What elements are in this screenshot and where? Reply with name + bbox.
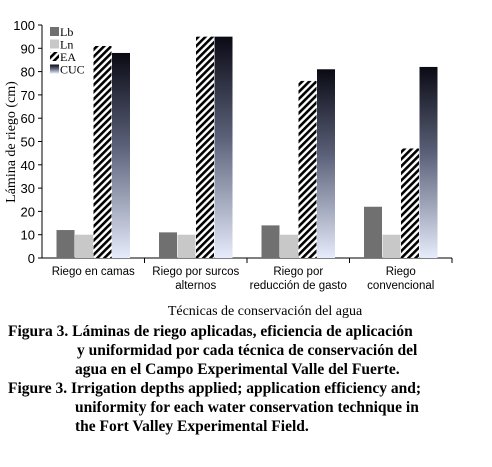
legend-swatch-lb — [50, 27, 59, 36]
figure-caption: Figura 3. Láminas de riego aplicadas, ef… — [8, 322, 488, 436]
y-tick-label: 100 — [13, 18, 35, 33]
x-axis-label: Técnicas de conservación del agua — [168, 304, 363, 319]
bar-lb — [56, 230, 75, 258]
x-tick-label: Riego en camas — [52, 266, 135, 278]
legend-label-lb: Lb — [60, 25, 73, 39]
caption-es-row1: Figura 3. Láminas de riego aplicadas, ef… — [8, 322, 488, 341]
chart-bars — [56, 36, 438, 259]
caption-en-line2: uniformity for each water conservation t… — [75, 399, 419, 416]
caption-en-line3: the Fort Valley Experimental Field. — [75, 418, 309, 435]
legend-label-ln: Ln — [60, 38, 73, 52]
legend-label-cuc: CUC — [60, 63, 85, 77]
y-tick-label: 80 — [21, 65, 35, 80]
bar-ea — [196, 36, 214, 259]
caption-es-line1: Láminas de riego aplicadas, eficiencia d… — [72, 323, 413, 340]
y-tick-label: 40 — [21, 158, 35, 173]
bar-ea — [298, 80, 317, 258]
bar-ln — [177, 234, 196, 258]
bar-cuc — [112, 52, 130, 259]
legend-swatch-cuc — [50, 64, 59, 74]
y-tick-label: 90 — [21, 41, 35, 56]
y-axis-label: Lámina de riego (cm) — [4, 81, 19, 203]
bar-cuc — [317, 69, 335, 259]
legend-swatch-ea — [50, 52, 59, 61]
bar-lb — [364, 206, 382, 258]
y-tick-label: 20 — [21, 204, 35, 219]
y-ticks: 0 10 20 30 40 50 60 70 80 90 100 — [13, 18, 42, 266]
y-tick-label: 50 — [21, 135, 35, 150]
bar-ln — [382, 234, 401, 258]
x-tick-label: Riego — [386, 266, 416, 278]
caption-en-label: Figure 3. — [8, 380, 68, 397]
bar-cuc — [214, 36, 233, 259]
y-tick-label: 60 — [21, 111, 35, 126]
y-tick-label: 30 — [21, 181, 35, 196]
y-tick-label: 10 — [21, 228, 35, 243]
x-tick-labels: Riego en camas Riego por surcos alternos Ri… — [52, 266, 435, 292]
x-tick-label: alternos — [175, 280, 216, 292]
caption-es-line2: y uniformidad por cada técnica de conser… — [77, 342, 418, 359]
x-tick-label: Riego por surcos — [152, 266, 239, 278]
caption-en-line1: Irrigation depths applied; application e… — [71, 380, 422, 397]
x-tick-label: Riego por — [273, 266, 323, 278]
bar-ea — [401, 148, 419, 258]
caption-es-label: Figura 3. — [8, 323, 69, 340]
legend-swatch-ln — [50, 39, 59, 49]
x-tick-label: convencional — [367, 280, 434, 292]
y-tick-label: 0 — [28, 251, 35, 266]
bar-cuc — [419, 66, 438, 258]
bar-lb — [159, 232, 177, 258]
bar-ea — [93, 45, 112, 258]
bar-ln — [280, 234, 298, 258]
bar-ln — [75, 234, 93, 258]
y-tick-label: 70 — [21, 88, 35, 103]
bar-lb — [261, 225, 280, 258]
caption-es-line3: agua en el Campo Experimental Valle del … — [75, 361, 400, 378]
x-tick-label: reducción de gasto — [250, 280, 347, 292]
caption-en-row1: Figure 3. Irrigation depths applied; app… — [8, 379, 488, 398]
legend-label-ea: EA — [60, 50, 76, 64]
